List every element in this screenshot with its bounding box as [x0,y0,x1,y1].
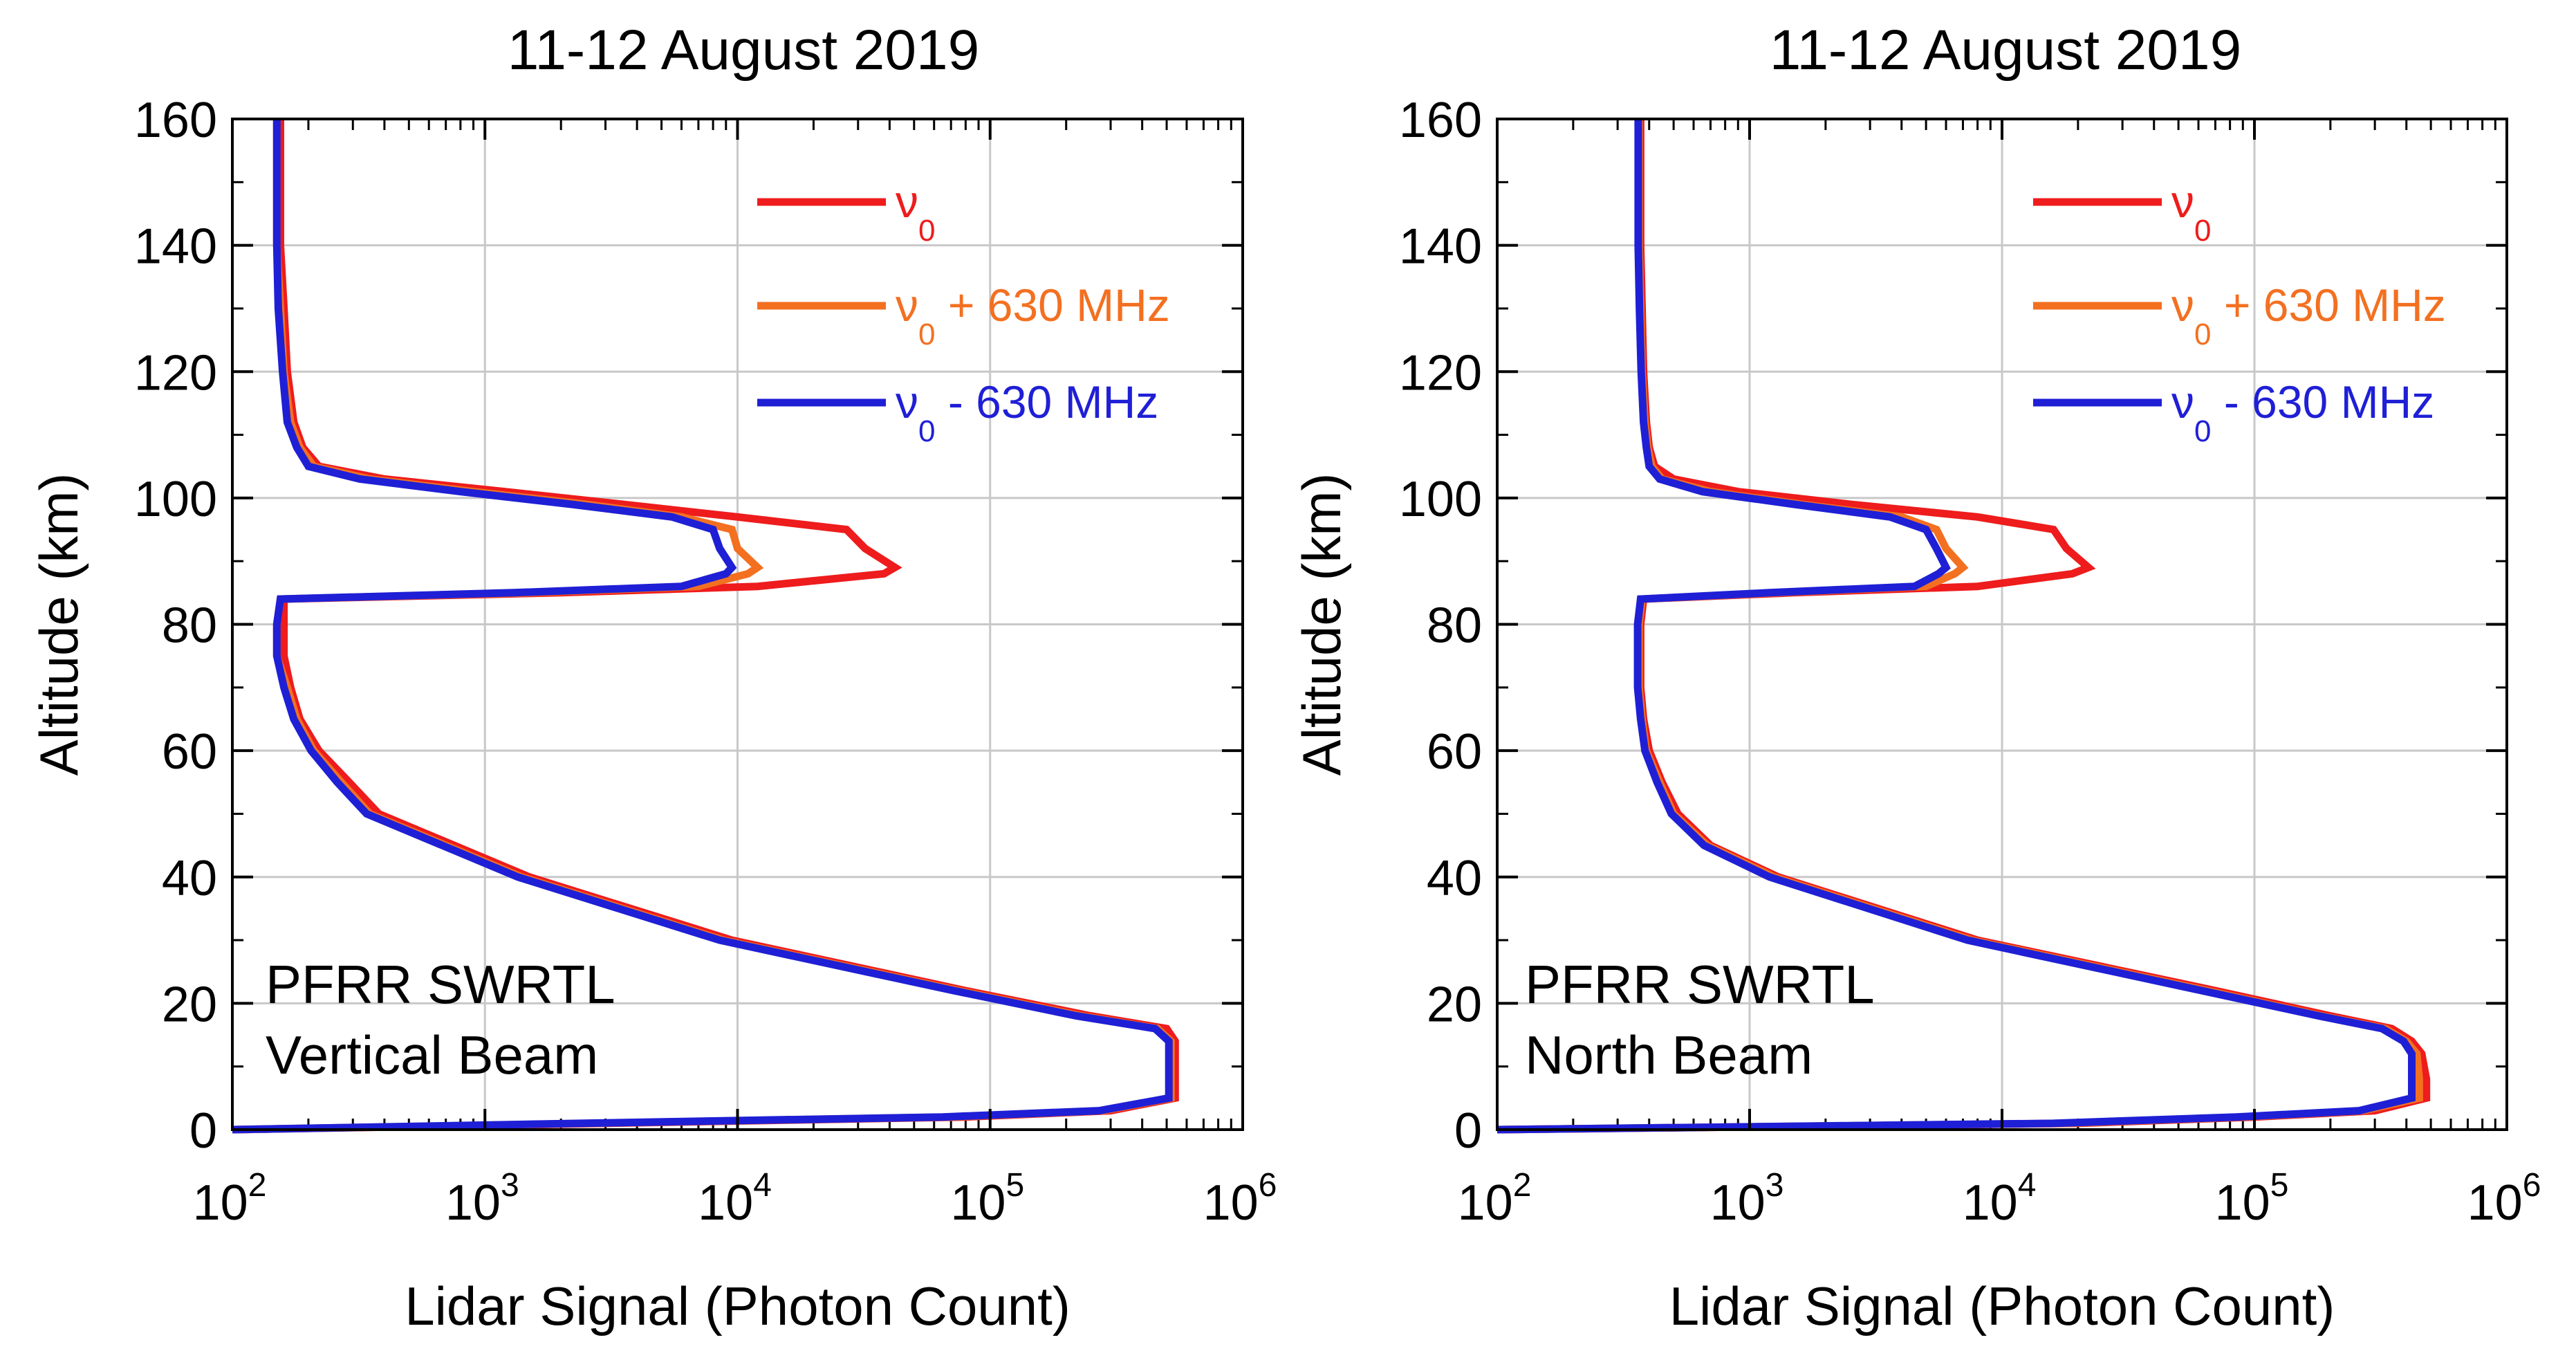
legend-label-0: ν0 [2171,176,2211,248]
y-tick-label: 40 [1427,851,1482,906]
y-tick-label: 80 [1427,598,1482,654]
series-line-2 [232,119,1173,1134]
y-tick-label: 160 [134,93,217,148]
x-tick-label: 105 [950,1167,1024,1231]
y-tick-label: 120 [1399,345,1482,401]
y-axis-label: Altitude (km) [28,473,89,776]
x-tick-label: 105 [2215,1167,2289,1231]
site-annotation-line1: PFRR SWRTL [266,954,615,1015]
chart-title: 11-12 August 2019 [1770,19,2241,82]
x-tick-label: 102 [193,1167,267,1231]
y-tick-label: 0 [189,1103,217,1159]
legend-label-0: ν0 [896,176,935,248]
series-line-2 [1497,119,2416,1134]
legend-label-2: ν0 - 630 MHz [896,376,1158,448]
y-tick-label: 80 [162,598,217,654]
y-tick-label: 160 [1399,93,1482,148]
y-tick-label: 60 [1427,724,1482,780]
x-tick-label: 106 [1203,1167,1277,1231]
y-tick-label: 100 [1399,472,1482,527]
x-axis-label: Lidar Signal (Photon Count) [1669,1276,2335,1336]
site-annotation-line1: PFRR SWRTL [1525,954,1875,1015]
y-tick-label: 20 [162,977,217,1032]
chart-title: 11-12 August 2019 [508,19,979,82]
x-tick-label: 103 [1710,1167,1784,1231]
y-tick-label: 120 [134,345,217,401]
beam-annotation-line2: Vertical Beam [266,1024,598,1085]
y-tick-label: 140 [134,219,217,275]
x-tick-label: 106 [2467,1167,2541,1231]
y-tick-label: 140 [1399,219,1482,275]
legend-label-1: ν0 + 630 MHz [896,279,1170,351]
beam-annotation-line2: North Beam [1525,1024,1813,1085]
x-tick-label: 104 [1963,1167,2037,1231]
y-tick-label: 0 [1454,1103,1482,1159]
y-axis-label: Altitude (km) [1291,473,1352,776]
y-tick-label: 40 [162,851,217,906]
legend-label-1: ν0 + 630 MHz [2171,279,2446,351]
y-tick-label: 20 [1427,977,1482,1032]
y-tick-label: 100 [134,472,217,527]
left-panel: 11-12 August 2019 0 20 40 60 80 100 120 140 160 10… [28,19,1277,1336]
x-tick-label: 104 [698,1167,772,1231]
x-axis-label: Lidar Signal (Photon Count) [405,1276,1071,1336]
right-panel: 11-12 August 2019 0 20 40 60 80 100 120 140 160 10… [1291,19,2541,1336]
x-tick-label: 102 [1458,1167,1532,1231]
x-tick-label: 103 [445,1167,519,1231]
y-tick-label: 60 [162,724,217,780]
legend-label-2: ν0 - 630 MHz [2171,376,2434,448]
